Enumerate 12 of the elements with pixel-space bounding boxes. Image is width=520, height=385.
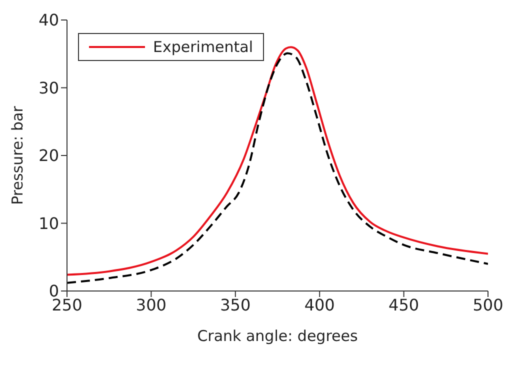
legend-label: Experimental — [153, 38, 254, 56]
y-axis-title: Pressure: bar — [8, 105, 26, 205]
y-tick-label: 30 — [38, 78, 59, 98]
y-tick-label: 10 — [38, 214, 59, 233]
y-tick-label: 20 — [38, 146, 59, 166]
x-tick-label: 400 — [304, 295, 335, 314]
x-tick-label: 300 — [136, 295, 166, 314]
x-tick-label: 500 — [472, 295, 504, 314]
x-axis-title: Crank angle: degrees — [197, 327, 358, 345]
y-tick-label: 40 — [38, 10, 59, 30]
x-tick-label: 350 — [220, 295, 251, 314]
x-tick-label: 450 — [388, 295, 420, 314]
